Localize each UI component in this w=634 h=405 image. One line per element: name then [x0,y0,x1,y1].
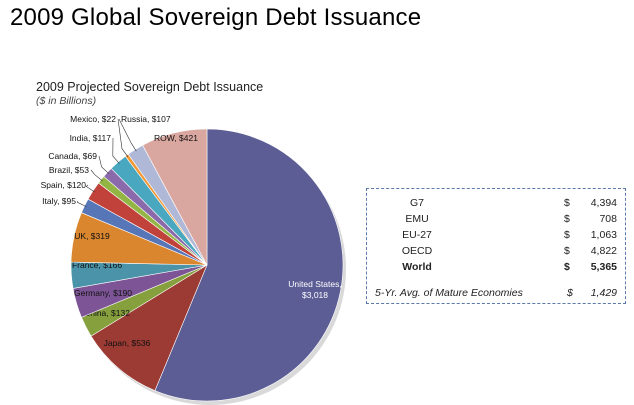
summary-currency: $ [564,229,570,241]
slice-label-russia: Russia, $107 [121,114,171,124]
summary-label: World [402,261,432,273]
slice-label-mexico: Mexico, $22 [70,114,116,124]
leader-line [98,155,110,174]
slice-label-brazil: Brazil, $53 [49,165,89,175]
svg-text:China, $132: China, $132 [84,308,130,318]
slice-label-uk: UK, $319 [74,231,110,241]
chart-title: 2009 Projected Sovereign Debt Issuance [36,80,264,94]
summary-row-avg: 5-Yr. Avg. of Mature Economies $ 1,429 [367,287,625,303]
summary-value: 5,365 [590,261,617,273]
leader-line [90,169,103,182]
summary-avg-value: 1,429 [590,287,617,299]
leader-line [118,118,137,152]
summary-row-eu27: EU-27 $ 1,063 [367,229,625,245]
summary-currency: $ [564,197,570,209]
svg-text:United States,$3,018: United States, $3,018 [288,279,341,300]
page-title: 2009 Global Sovereign Debt Issuance [10,4,422,31]
pie-slice-row [142,128,208,266]
summary-value: 1,063 [590,229,617,241]
summary-label: EU-27 [402,229,432,241]
svg-text:Japan, $536: Japan, $536 [104,338,151,348]
slice-label-china: China, $132 [84,308,130,318]
pie-slice-japan [90,264,208,392]
summary-table: G7 $ 4,394 EMU $ 708 EU-27 $ 1,063 OECD … [367,197,625,303]
summary-value: 4,822 [590,245,617,257]
summary-label: OECD [401,245,433,257]
summary-currency: $ [564,245,570,257]
slice-label-canada: Canada, $69 [48,151,97,161]
summary-row-emu: EMU $ 708 [367,213,625,229]
summary-avg-label: 5-Yr. Avg. of Mature Economies [375,287,523,299]
slice-label-india: India, $117 [70,133,112,143]
summary-row-g7: G7 $ 4,394 [367,197,625,213]
summary-row-world: World $ 5,365 [367,261,625,277]
slice-label-japan: Japan, $536 [104,338,151,348]
svg-text:France, $166: France, $166 [72,260,122,270]
pie-slice-united-states [154,128,344,402]
slice-label-germany: Germany, $190 [74,288,132,298]
leader-line [117,118,129,157]
summary-value: 4,394 [590,197,617,209]
svg-text:ROW, $421: ROW, $421 [154,133,198,143]
svg-text:UK, $319: UK, $319 [74,231,110,241]
chart-subtitle: ($ in Billions) [36,95,97,107]
slice-label-italy: Italy, $95 [42,196,76,206]
svg-text:Germany, $190: Germany, $190 [74,288,132,298]
slice-label-spain: Spain, $120 [41,180,87,190]
summary-row-oecd: OECD $ 4,822 [367,245,625,261]
summary-label: EMU [405,213,429,225]
slice-label-united-states: United States, $3,018 [288,279,341,300]
summary-currency: $ [564,213,570,225]
summary-value: 708 [599,213,617,225]
leader-line [85,184,95,193]
leader-line [112,137,120,164]
summary-currency: $ [564,261,570,273]
leader-line [77,200,87,207]
slice-label-france: France, $166 [72,260,122,270]
summary-label: G7 [409,197,424,209]
slice-label-row: ROW, $421 [154,133,198,143]
summary-box: G7 $ 4,394 EMU $ 708 EU-27 $ 1,063 OECD … [366,188,626,304]
summary-currency: $ [567,287,573,299]
